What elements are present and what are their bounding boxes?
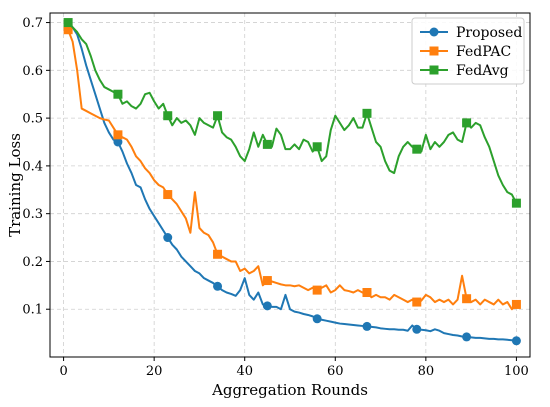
data-point-marker xyxy=(213,111,223,121)
data-point-marker xyxy=(511,198,521,208)
data-point-marker xyxy=(362,108,372,118)
data-point-marker xyxy=(163,111,173,121)
y-tick-label: 0.2 xyxy=(22,255,43,270)
series-fedpac xyxy=(63,25,521,311)
y-axis-label: Training Loss xyxy=(6,133,24,237)
axes xyxy=(49,12,531,358)
data-point-marker xyxy=(511,299,521,309)
data-point-marker xyxy=(412,324,422,334)
data-point-marker xyxy=(262,276,272,286)
legend-entry: Proposed xyxy=(420,25,522,41)
data-point-marker xyxy=(362,321,372,331)
series-line xyxy=(67,21,518,204)
legend-label: FedPAC xyxy=(456,44,511,60)
data-point-marker xyxy=(429,65,439,75)
data-point-marker xyxy=(213,249,223,259)
data-point-marker xyxy=(429,27,439,37)
data-point-marker xyxy=(63,25,73,35)
x-axis-label: Aggregation Rounds xyxy=(211,381,368,399)
data-point-marker xyxy=(312,314,322,324)
data-point-marker xyxy=(462,118,472,128)
data-point-marker xyxy=(462,332,472,342)
y-tick-label: 0.7 xyxy=(22,16,43,31)
data-point-marker xyxy=(412,144,422,154)
data-point-marker xyxy=(262,301,272,311)
series-fedavg xyxy=(63,18,521,208)
x-tick-label: 60 xyxy=(327,364,344,379)
data-point-marker xyxy=(113,89,123,99)
y-tick-label: 0.3 xyxy=(22,207,43,222)
x-tick-label: 20 xyxy=(146,364,163,379)
x-tick-label: 0 xyxy=(59,364,67,379)
series-line xyxy=(67,29,518,311)
legend: Proposed FedPAC FedAvg xyxy=(411,17,525,85)
y-tick-label: 0.1 xyxy=(22,303,43,318)
data-point-marker xyxy=(113,130,123,140)
legend-label: Proposed xyxy=(456,25,522,41)
data-point-marker xyxy=(462,294,472,304)
data-point-marker xyxy=(312,142,322,152)
x-tick-label: 80 xyxy=(418,364,435,379)
data-point-marker xyxy=(429,46,439,56)
legend-entry: FedPAC xyxy=(420,44,511,60)
series-line xyxy=(67,24,517,342)
data-point-marker xyxy=(362,288,372,297)
y-tick-label: 0.4 xyxy=(22,159,43,174)
x-tick-label: 40 xyxy=(236,364,253,379)
data-point-marker xyxy=(511,336,521,346)
plot-frame xyxy=(49,12,531,358)
data-point-marker xyxy=(412,297,422,307)
legend-entry: FedAvg xyxy=(420,63,509,79)
legend-box xyxy=(411,17,525,85)
data-point-marker xyxy=(63,18,73,28)
y-tick-label: 0.6 xyxy=(22,64,43,79)
y-tick-label: 0.5 xyxy=(22,112,43,127)
data-point-marker xyxy=(262,139,272,149)
x-tick-label: 100 xyxy=(504,364,529,379)
data-point-marker xyxy=(312,285,322,295)
legend-label: FedAvg xyxy=(456,63,509,79)
plot-area xyxy=(63,18,521,346)
data-point-marker xyxy=(113,137,123,147)
data-point-marker xyxy=(163,233,173,243)
data-point-marker xyxy=(213,281,223,291)
data-point-marker xyxy=(163,190,173,200)
ticks: 0 20 40 60 80 100 0.1 0.2 0.3 0.4 0.5 0.6 0.7 xyxy=(22,16,529,379)
